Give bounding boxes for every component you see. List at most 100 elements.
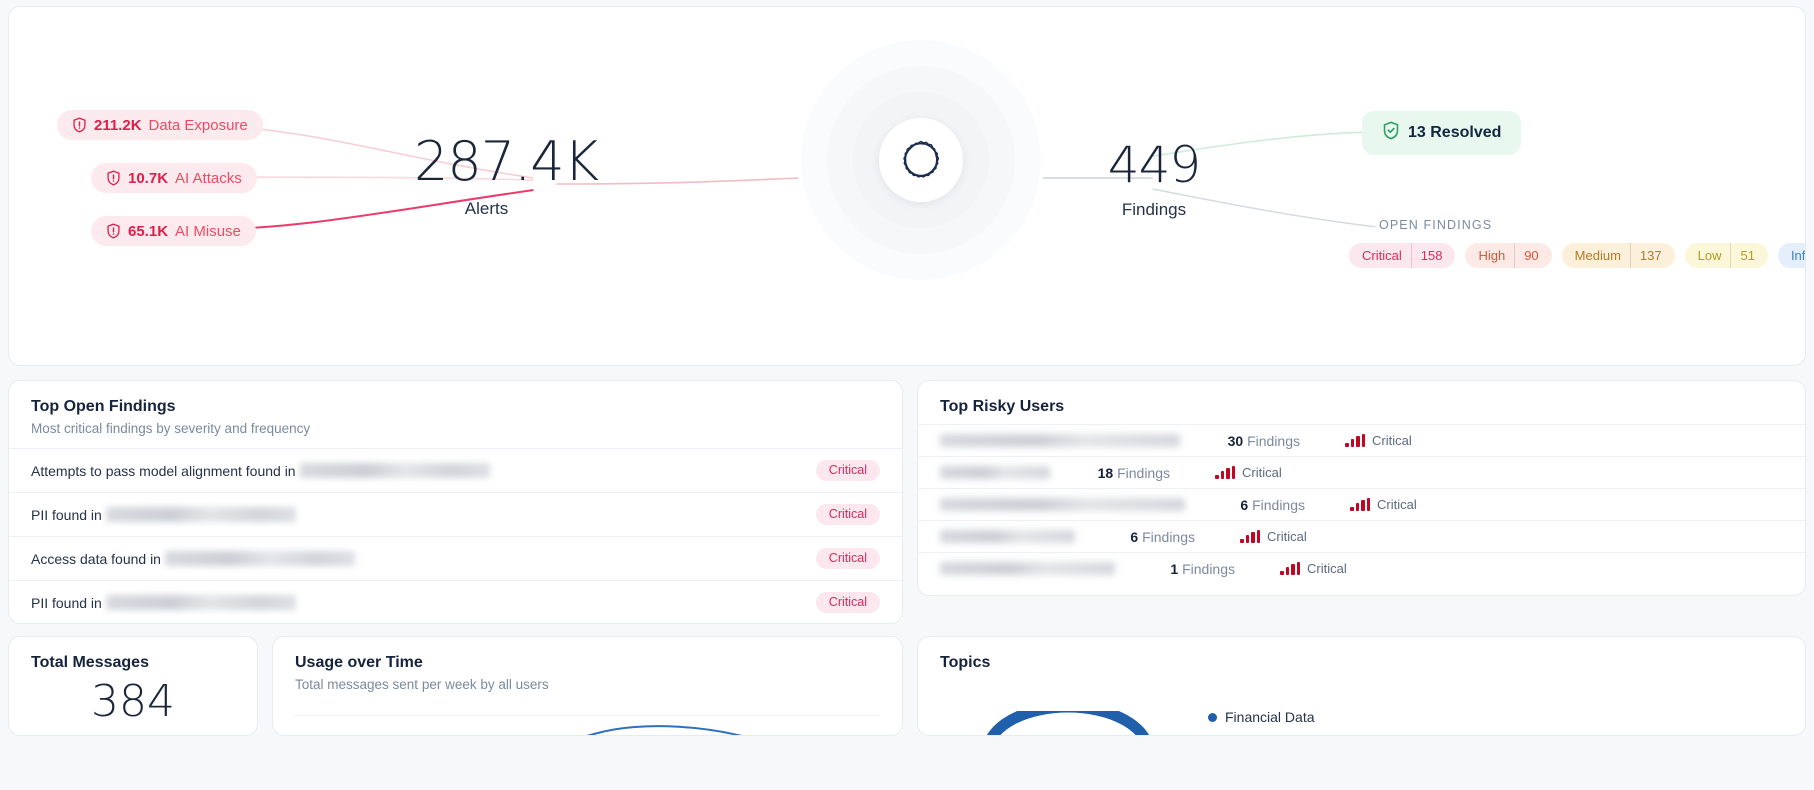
resolved-text: 13 Resolved	[1408, 124, 1502, 141]
findings-count-value: 18	[1097, 464, 1114, 481]
severity-count: 137	[1629, 243, 1675, 268]
findings-unit: Findings	[1182, 560, 1235, 577]
threat-label: Data Exposure	[148, 116, 248, 134]
status-badge: Critical	[815, 460, 880, 481]
status-badge: Critical	[815, 504, 880, 525]
user-severity: Critical	[1195, 529, 1327, 544]
usage-over-time-card: Usage over Time Total messages sent per …	[272, 636, 903, 736]
finding-row[interactable]: PII found in Critical	[9, 580, 902, 623]
shield-alert-icon	[106, 223, 121, 239]
findings-value: 449	[1107, 136, 1201, 194]
finding-text: Access data found in	[31, 551, 355, 567]
user-findings-count: 1 Findings	[1115, 561, 1235, 577]
severity-name: High	[1478, 248, 1506, 263]
shield-check-icon	[1382, 121, 1400, 145]
finding-row[interactable]: Attempts to pass model alignment found i…	[9, 448, 902, 492]
severity-chip-info[interactable]: Info 0	[1777, 243, 1806, 268]
severity-count: 90	[1514, 243, 1551, 268]
user-findings-count: 6 Findings	[1075, 529, 1195, 545]
finding-label: PII found in	[31, 506, 102, 523]
user-row[interactable]: 30 Findings Critical	[918, 424, 1805, 456]
signal-bars-icon	[1240, 530, 1260, 543]
logo-disc	[879, 118, 963, 202]
findings-unit: Findings	[1247, 432, 1300, 449]
severity-name: Low	[1697, 248, 1722, 263]
threat-value: 65.1K	[128, 222, 169, 240]
severity-count: 51	[1730, 243, 1767, 268]
panel-header: Top Open Findings Most critical findings…	[9, 381, 902, 448]
topics-donut-chart	[987, 711, 1149, 735]
user-findings-count: 18 Findings	[1050, 465, 1170, 481]
shield-alert-icon	[106, 170, 121, 186]
threat-value: 211.2K	[94, 116, 142, 134]
threat-value: 10.7K	[128, 169, 169, 187]
panel-subtitle: Total messages sent per week by all user…	[295, 677, 549, 692]
user-row[interactable]: 1 Findings Critical	[918, 552, 1805, 584]
panel-subtitle: Most critical findings by severity and f…	[31, 421, 311, 436]
panel-header: Usage over Time Total messages sent per …	[273, 637, 902, 704]
severity-chip-medium[interactable]: Medium 137	[1561, 243, 1675, 268]
panel-header: Topics	[918, 637, 1805, 672]
legend-item-financial-data[interactable]: Financial Data	[1208, 709, 1315, 725]
topics-card: Topics Financial Data	[917, 636, 1806, 736]
alerts-value: 287.4K	[414, 130, 599, 193]
finding-label: Access data found in	[31, 550, 161, 567]
finding-label: Attempts to pass model alignment found i…	[31, 462, 296, 479]
legend-label: Financial Data	[1225, 709, 1315, 725]
severity-label: Critical	[1377, 497, 1417, 512]
findings-unit: Findings	[1142, 528, 1195, 545]
severity-chip-low[interactable]: Low 51	[1684, 243, 1768, 268]
findings-unit: Findings	[1117, 464, 1170, 481]
threat-pill-data-exposure[interactable]: 211.2K Data Exposure	[57, 110, 263, 140]
open-findings-label: OPEN FINDINGS	[1379, 218, 1493, 232]
findings-count-value: 30	[1227, 432, 1244, 449]
company-logo	[801, 40, 1041, 280]
redacted-user-email	[940, 530, 1075, 543]
usage-line-chart	[295, 715, 880, 735]
signal-bars-icon	[1280, 562, 1300, 575]
findings-count-value: 6	[1240, 496, 1249, 513]
threat-label: AI Misuse	[175, 222, 241, 240]
resolved-badge[interactable]: 13 Resolved	[1362, 111, 1522, 155]
page-title: Top Open Findings	[31, 398, 176, 415]
redacted-value	[105, 507, 296, 522]
threat-label: AI Attacks	[175, 169, 242, 187]
logo-mark-icon	[903, 140, 940, 178]
threat-pill-ai-misuse[interactable]: 65.1K AI Misuse	[91, 216, 256, 246]
redacted-user-email	[940, 466, 1050, 479]
redacted-value	[164, 551, 355, 566]
signal-bars-icon	[1350, 498, 1370, 511]
findings-label: Findings	[1121, 200, 1187, 219]
status-badge: Critical	[815, 592, 880, 613]
user-findings-count: 30 Findings	[1180, 433, 1300, 449]
panel-header: Total Messages	[9, 637, 257, 672]
user-row[interactable]: 6 Findings Critical	[918, 488, 1805, 520]
threat-pill-ai-attacks[interactable]: 10.7K AI Attacks	[91, 163, 257, 193]
finding-label: PII found in	[31, 594, 102, 611]
page-title: Top Risky Users	[940, 398, 1065, 415]
severity-label: Critical	[1307, 561, 1347, 576]
page-title: Topics	[940, 654, 991, 671]
severity-chip-critical[interactable]: Critical 158	[1349, 243, 1456, 268]
severity-name: Critical	[1362, 248, 1402, 263]
overview-hero-card: 211.2K Data Exposure 10.7K AI Attacks	[8, 6, 1806, 366]
severity-count: 158	[1410, 243, 1456, 268]
signal-bars-icon	[1215, 466, 1235, 479]
page-title: Total Messages	[31, 654, 149, 671]
severity-label: Critical	[1372, 433, 1412, 448]
severity-name: Info	[1790, 248, 1806, 263]
user-row[interactable]: 6 Findings Critical	[918, 520, 1805, 552]
page-title: Usage over Time	[295, 654, 423, 671]
finding-text: PII found in	[31, 507, 296, 523]
user-severity: Critical	[1300, 433, 1432, 448]
findings-count-value: 6	[1130, 528, 1139, 545]
user-severity: Critical	[1305, 497, 1437, 512]
finding-row[interactable]: PII found in Critical	[9, 492, 902, 536]
user-row[interactable]: 18 Findings Critical	[918, 456, 1805, 488]
findings-count-value: 1	[1170, 560, 1179, 577]
user-severity: Critical	[1170, 465, 1302, 480]
finding-row[interactable]: Access data found in Critical	[9, 536, 902, 580]
severity-chip-high[interactable]: High 90	[1465, 243, 1552, 268]
severity-name: Medium	[1574, 248, 1621, 263]
